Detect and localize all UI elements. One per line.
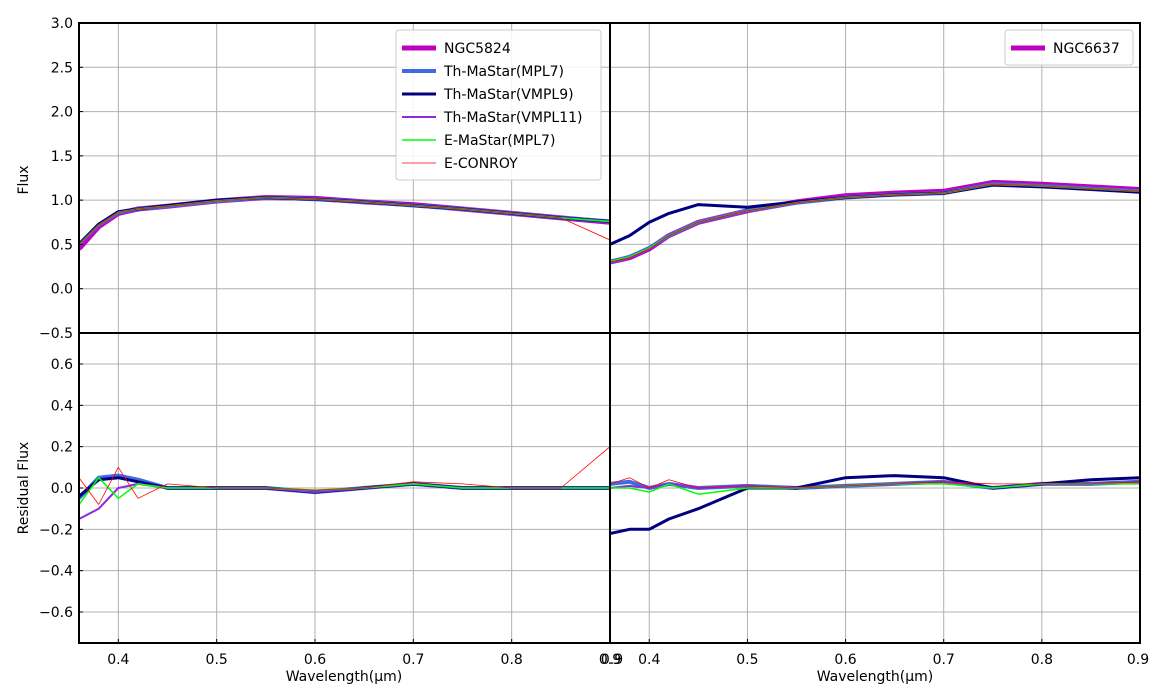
series-line-ECONROY: [610, 183, 1140, 263]
ytick-label: −0.5: [39, 326, 73, 342]
ytick-label: 0.2: [51, 440, 73, 456]
xtick-label: 0.8: [501, 652, 523, 668]
xtick-label: 0.9: [601, 652, 623, 668]
ylabel-bottom: Residual Flux: [16, 442, 32, 535]
xtick-label: 0.4: [107, 652, 129, 668]
legend-entry: NGC5824: [444, 41, 511, 57]
legend-entry: Th-MaStar(VMPL11): [443, 110, 582, 126]
ytick-label: 0.4: [51, 398, 73, 414]
xlabel-right: Wavelength(μm): [817, 669, 934, 685]
legend-entry: Th-MaStar(VMPL9): [443, 87, 574, 103]
xtick-label: 0.5: [736, 652, 758, 668]
legend-box: [1004, 29, 1134, 66]
xtick-label: 0.4: [638, 652, 660, 668]
legend-entry: Th-MaStar(MPL7): [443, 64, 564, 80]
ytick-label: 3.0: [51, 16, 73, 32]
xtick-label: 0.9: [599, 652, 621, 668]
ytick-label: −0.4: [39, 564, 73, 580]
ytick-label: 0.6: [51, 357, 73, 373]
xtick-label: 0.5: [206, 652, 228, 668]
xtick-label: 0.8: [1031, 652, 1053, 668]
legend-entry: E-MaStar(MPL7): [444, 133, 555, 149]
axes-frame: [609, 22, 1141, 334]
xtick-label: 0.9: [1127, 652, 1149, 668]
ytick-label: −0.2: [39, 522, 73, 538]
xtick-label: 0.6: [834, 652, 856, 668]
series-line-ThVMPL9: [79, 196, 610, 246]
series-line-ECONROY: [79, 197, 610, 245]
ytick-label: 0.0: [51, 282, 73, 298]
series-line-ECONROY: [79, 446, 610, 505]
axes-frame: [609, 332, 1141, 644]
series-line-ThMPL7: [79, 195, 610, 246]
xtick-label: 0.6: [304, 652, 326, 668]
series-line-EMaStar: [79, 196, 610, 245]
xtick-label: 0.7: [402, 652, 424, 668]
ytick-label: −0.6: [39, 605, 73, 621]
ytick-label: 1.0: [51, 193, 73, 209]
ylabel-top: Flux: [16, 165, 32, 194]
ytick-label: 1.5: [51, 149, 73, 165]
ytick-label: 2.5: [51, 60, 73, 76]
legend-box: [395, 29, 602, 181]
legend-entry: E-CONROY: [444, 156, 518, 172]
ytick-label: 0.0: [51, 481, 73, 497]
ytick-label: 2.0: [51, 105, 73, 121]
ytick-label: 0.5: [51, 237, 73, 253]
xtick-label: 0.7: [933, 652, 955, 668]
xlabel-left: Wavelength(μm): [286, 669, 403, 685]
series-line-ECONROY: [610, 477, 1140, 489]
legend-entry: NGC6637: [1053, 41, 1120, 57]
